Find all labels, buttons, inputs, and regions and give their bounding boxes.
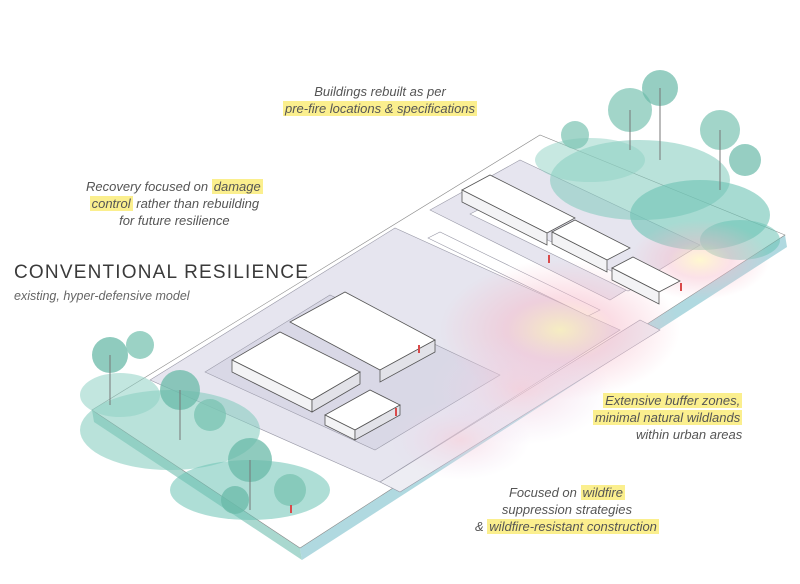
- annotation-bottom-line1-pre: Focused on: [508, 485, 581, 500]
- annotation-right-line3: within urban areas: [636, 427, 743, 442]
- annotation-right: Extensive buffer zones, minimal natural …: [593, 392, 743, 443]
- diagram-title: CONVENTIONAL RESILIENCE: [14, 262, 310, 283]
- annotation-left-line1-pre: Recovery focused on: [86, 179, 212, 194]
- central-building-complex: [231, 291, 436, 441]
- people-markers: [290, 255, 682, 513]
- annotation-left-line2-highlight: control: [89, 196, 133, 211]
- building-b-wall: [379, 339, 436, 383]
- building-c-wall-side: [354, 404, 401, 441]
- title-block: CONVENTIONAL RESILIENCE existing, hyper-…: [14, 262, 309, 303]
- annotation-left: Recovery focused on damage control rathe…: [86, 178, 263, 229]
- building-d-wall: [461, 189, 548, 246]
- annotation-top: Buildings rebuilt as per pre-fire locati…: [283, 83, 478, 117]
- upper-building-row: [461, 174, 681, 305]
- building-e-wall: [551, 231, 608, 273]
- building-f-wall: [611, 267, 660, 305]
- annotation-top-line1: Buildings rebuilt as per: [314, 84, 446, 99]
- vegetation-right: [535, 70, 780, 260]
- annotation-bottom-line3-pre: &: [475, 519, 488, 534]
- fire-glow: [390, 220, 770, 480]
- annotation-bottom-line3-highlight: wildfire-resistant construction: [487, 519, 659, 534]
- annotation-bottom-line2: suppression strategies: [501, 502, 632, 517]
- annotation-top-highlight: pre-fire locations & specifications: [283, 101, 478, 116]
- annotation-right-line1-highlight: Extensive buffer zones,: [603, 393, 743, 408]
- annotation-left-line1-highlight: damage: [211, 179, 263, 194]
- annotation-left-line2-post: rather than rebuilding: [132, 196, 260, 211]
- annotation-bottom: Focused on wildfire suppression strategi…: [475, 484, 659, 535]
- building-a-wall-side: [311, 371, 361, 413]
- annotation-left-line3: for future resilience: [119, 213, 230, 228]
- annotation-bottom-line1-highlight: wildfire: [580, 485, 625, 500]
- annotation-right-line2-highlight: minimal natural wildlands: [593, 410, 743, 425]
- diagram-subtitle: existing, hyper-defensive model: [14, 289, 190, 303]
